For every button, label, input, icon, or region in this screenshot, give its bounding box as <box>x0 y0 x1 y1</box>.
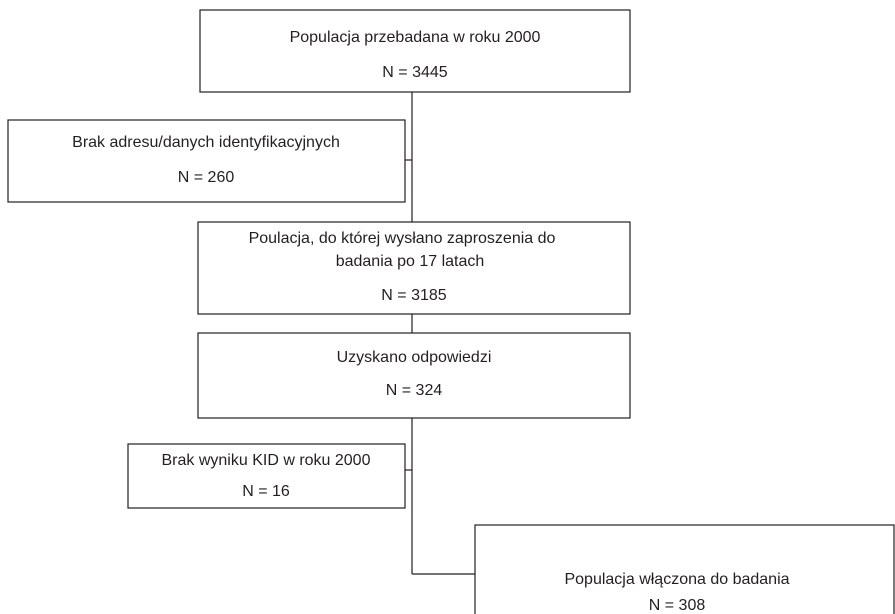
box-count: N = 324 <box>386 382 443 399</box>
box-count: N = 3185 <box>381 287 446 304</box>
box-count: N = 308 <box>649 597 706 614</box>
box <box>199 9 631 93</box>
box-label: Brak adresu/danych identyfikacyjnych <box>72 134 340 151</box>
box <box>197 332 631 419</box>
box-label: Uzyskano odpowiedzi <box>337 349 492 366</box>
box-label: badania po 17 latach <box>336 253 485 270</box>
box-label: Brak wyniku KID w roku 2000 <box>162 452 371 469</box>
box <box>7 119 406 203</box>
box-label: Poulacja, do której wysłano zaproszenia … <box>249 230 556 247</box>
box-label: Populacja włączona do badania <box>564 571 789 588</box>
box <box>197 221 631 315</box>
box <box>474 524 895 614</box>
box-count: N = 16 <box>242 483 290 500</box>
box-count: N = 3445 <box>382 64 447 81</box>
box <box>127 443 406 509</box>
box-count: N = 260 <box>178 169 235 186</box>
box-label: Populacja przebadana w roku 2000 <box>290 29 541 46</box>
